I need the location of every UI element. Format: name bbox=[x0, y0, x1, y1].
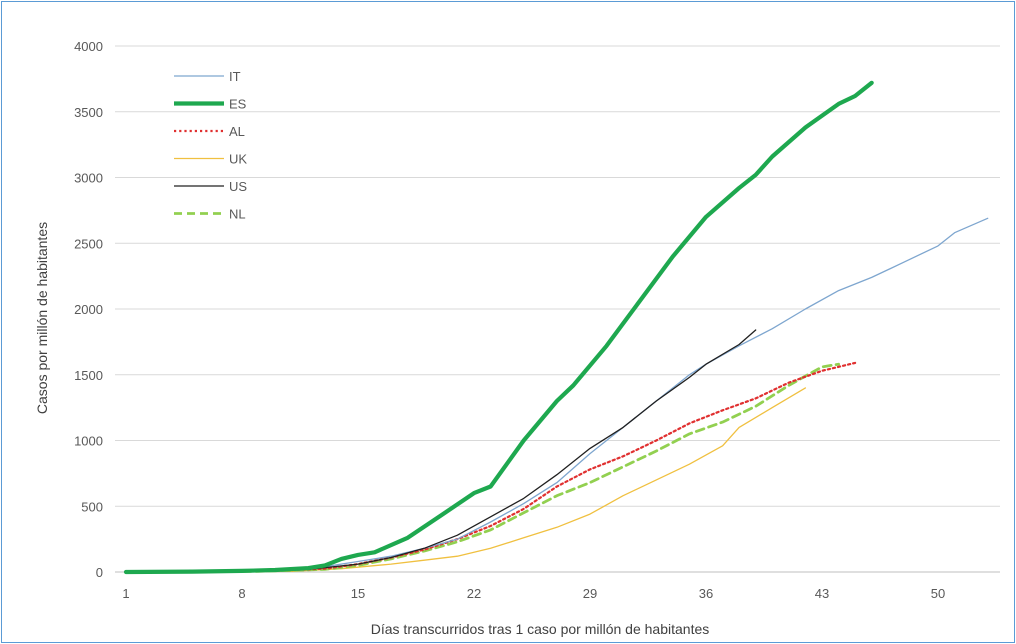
x-tick-label-29: 29 bbox=[583, 586, 597, 601]
x-tick-label-15: 15 bbox=[351, 586, 365, 601]
legend-label-us: US bbox=[229, 179, 247, 194]
y-tick-label-0: 0 bbox=[96, 565, 103, 580]
y-tick-label-1500: 1500 bbox=[74, 368, 103, 383]
x-tick-label-50: 50 bbox=[931, 586, 945, 601]
x-tick-label-22: 22 bbox=[467, 586, 481, 601]
x-axis-ticks: 1 8 15 22 29 36 43 50 bbox=[122, 586, 945, 601]
x-tick-label-43: 43 bbox=[815, 586, 829, 601]
legend-label-al: AL bbox=[229, 124, 245, 139]
y-tick-label-3000: 3000 bbox=[74, 171, 103, 186]
x-tick-label-1: 1 bbox=[122, 586, 129, 601]
gridlines bbox=[115, 45, 1000, 573]
legend-label-nl: NL bbox=[229, 207, 246, 222]
series-line-it bbox=[125, 217, 989, 573]
series-line-es bbox=[123, 80, 874, 575]
x-tick-label-36: 36 bbox=[699, 586, 713, 601]
x-tick-label-8: 8 bbox=[238, 586, 245, 601]
y-tick-label-1000: 1000 bbox=[74, 434, 103, 449]
y-tick-label-3500: 3500 bbox=[74, 105, 103, 120]
legend-label-uk: UK bbox=[229, 152, 247, 167]
series-line-uk bbox=[125, 387, 807, 573]
y-axis-ticks: 0 500 1000 1500 2000 2500 3000 3500 4000 bbox=[74, 39, 103, 580]
series-line-al bbox=[124, 361, 857, 574]
y-axis-title: Casos por millón de habitantes bbox=[34, 222, 50, 414]
y-tick-label-2000: 2000 bbox=[74, 302, 103, 317]
series-lines bbox=[123, 80, 989, 575]
series-line-nl bbox=[124, 362, 840, 574]
y-tick-label-2500: 2500 bbox=[74, 236, 103, 251]
x-axis-title: Días transcurridos tras 1 caso por milló… bbox=[371, 621, 710, 637]
legend-label-es: ES bbox=[229, 97, 247, 112]
series-line-us bbox=[125, 329, 757, 573]
y-tick-label-500: 500 bbox=[81, 499, 103, 514]
legend: IT ES AL UK US NL bbox=[174, 69, 247, 222]
legend-label-it: IT bbox=[229, 69, 241, 84]
y-tick-label-4000: 4000 bbox=[74, 39, 103, 54]
